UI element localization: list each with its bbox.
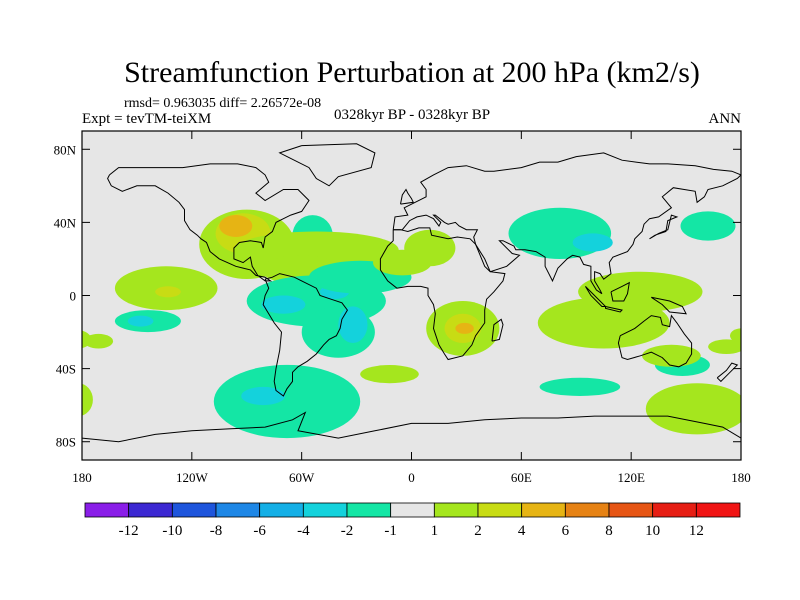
colorbar-label: -6 [253, 523, 266, 539]
contour-region [127, 315, 154, 327]
colorbar-swatch [259, 502, 304, 518]
contour-region [680, 211, 736, 241]
contour-region [572, 233, 613, 252]
coastline [278, 143, 376, 187]
colorbar-label: 12 [689, 523, 704, 539]
y-tick-label: 40S [56, 362, 76, 377]
colorbar-swatch [84, 502, 130, 518]
coastline [491, 318, 504, 342]
x-tick-label: 120W [176, 470, 209, 485]
colorbar-label: -1 [384, 523, 397, 539]
colorbar-swatch [171, 502, 217, 518]
season-label: ANN [709, 111, 742, 127]
x-tick-label: 60E [511, 470, 532, 485]
colorbar-label: 8 [605, 523, 613, 539]
contour-region [537, 297, 670, 349]
y-tick-label: 80S [56, 435, 76, 450]
coastline [262, 273, 349, 397]
coastline [379, 227, 506, 361]
contour-region [404, 229, 456, 267]
contour-region [213, 364, 361, 439]
y-tick-label: 40N [54, 215, 77, 230]
colorbar-swatch [128, 502, 173, 518]
colorbar-swatch [433, 502, 479, 518]
colorbar-swatch [302, 502, 348, 518]
contour-region [730, 328, 741, 343]
contour-region [82, 330, 92, 349]
map-tick-labels: 180 120W 60W 0 60E 120E 180 80N 40N 0 40S 80S [54, 142, 751, 485]
colorbar-label: 4 [518, 523, 526, 539]
colorbar-swatch [564, 502, 610, 518]
colorbar-swatch [477, 502, 523, 518]
colorbar-label: 1 [431, 523, 439, 539]
contour-region [219, 215, 253, 237]
coastline [107, 163, 310, 282]
colorbar-swatch [695, 502, 741, 518]
coastline [82, 411, 741, 443]
contour-region [155, 286, 181, 298]
y-tick-label: 80N [54, 142, 77, 157]
x-tick-label: 180 [731, 470, 751, 485]
figure-title: Streamfunction Perturbation at 200 hPa (… [124, 56, 700, 89]
contour-region [82, 383, 93, 416]
contour-region [455, 322, 474, 334]
colorbar-swatch [390, 502, 435, 518]
experiment-label: Expt = tevTM-teiXM [82, 111, 211, 127]
contour-region [708, 339, 741, 354]
colorbar-label: -10 [162, 523, 182, 539]
contour-region [539, 377, 621, 396]
colorbar-label: 2 [474, 523, 482, 539]
map-panel: 180 120W 60W 0 60E 120E 180 80N 40N 0 40S 80S [54, 130, 751, 485]
colorbar-swatch [608, 502, 654, 518]
colorbar-swatch [652, 502, 697, 518]
coastline [584, 286, 607, 307]
coastline [610, 281, 630, 302]
colorbar-label: -12 [119, 523, 139, 539]
colorbar-swatch [346, 502, 392, 518]
coastline [617, 314, 693, 368]
contour-region [241, 386, 286, 406]
contour-region [338, 306, 368, 344]
coastlines [82, 143, 741, 443]
contour-region [645, 383, 741, 435]
colorbar-swatch [215, 502, 261, 518]
y-tick-label: 0 [70, 289, 77, 304]
colorbar-label: -4 [297, 523, 310, 539]
colorbar-swatch [521, 502, 566, 518]
colorbar: -12 -10 -8 -6 -4 -2 -1 1 2 4 6 8 10 12 [84, 502, 741, 539]
map-ticks [81, 131, 742, 460]
coastline [605, 306, 623, 313]
stats-label: rmsd= 0.963035 diff= 2.26572e-08 [124, 96, 321, 111]
colorbar-label: 6 [562, 523, 570, 539]
contour-region [642, 344, 701, 367]
x-tick-label: 120E [617, 470, 645, 485]
period-label: 0328kyr BP - 0328kyr BP [334, 107, 490, 123]
colorbar-label: -2 [341, 523, 354, 539]
coastline [649, 214, 679, 240]
streamfunction-field [82, 207, 741, 439]
coastline [716, 362, 739, 383]
contour-region [261, 295, 306, 314]
contour-region [360, 365, 419, 384]
coastline [651, 296, 687, 315]
coastline [392, 152, 741, 295]
contour-region [83, 333, 114, 349]
colorbar-label: -8 [210, 523, 223, 539]
x-tick-label: 0 [408, 470, 415, 485]
coastline [400, 188, 415, 205]
x-tick-label: 60W [289, 470, 315, 485]
x-tick-label: 180 [72, 470, 92, 485]
colorbar-label: 10 [645, 523, 660, 539]
